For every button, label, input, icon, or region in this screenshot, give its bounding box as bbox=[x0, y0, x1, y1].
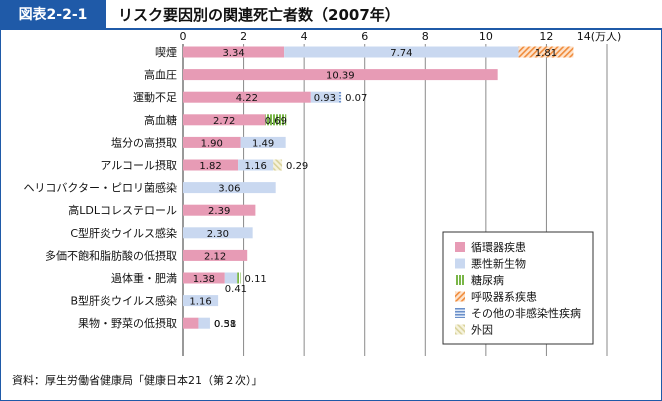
legend-swatch-diabetes bbox=[455, 275, 465, 285]
source-note: 資料：厚生労働省健康局「健康日本21（第２次）」 bbox=[12, 374, 263, 387]
legend-box bbox=[442, 231, 594, 345]
data-label: 0.11 bbox=[245, 274, 267, 285]
figure-label: 図表2-2-1 bbox=[0, 0, 106, 28]
data-label: 0.29 bbox=[286, 161, 308, 172]
data-label: 0.69 bbox=[265, 116, 287, 127]
bar-segment-malignant bbox=[240, 136, 286, 148]
data-label: 0.51 bbox=[214, 319, 236, 330]
x-tick-label: 2 bbox=[240, 32, 247, 43]
data-label: 0.93 bbox=[314, 93, 336, 104]
data-label: 1.16 bbox=[245, 161, 267, 172]
data-label: 1.38 bbox=[193, 274, 215, 285]
legend-label: 呼吸器系疾患 bbox=[471, 290, 537, 304]
bar-segment-circulatory bbox=[183, 159, 239, 171]
data-label: 4.22 bbox=[236, 93, 258, 104]
data-label: 0.41 bbox=[225, 284, 247, 295]
bar-segment-malignant bbox=[183, 227, 253, 239]
data-label: 3.06 bbox=[218, 184, 240, 195]
category-label: 塩分の高摂取 bbox=[111, 135, 177, 149]
bar-segment-malignant bbox=[183, 295, 219, 307]
bar-segment-diabetes bbox=[237, 272, 241, 284]
bar-segment-circulatory bbox=[183, 114, 266, 126]
bar-segment-malignant bbox=[310, 91, 339, 103]
chart: 0 2 4 6 8 10 12 14(万人) 喫煙高血圧運動不足高血糖塩分の高摂取アルコール摂… bbox=[23, 32, 622, 356]
category-label: ヘリコバクター・ピロリ菌感染 bbox=[23, 181, 177, 195]
data-labels: 3.34 7.74 1.81 10.39 4.22 0.93 0.07 2.72 0.69 1.9… bbox=[189, 48, 557, 330]
x-tick-label: 14(万人) bbox=[577, 32, 622, 43]
bar-segment-circulatory bbox=[183, 69, 498, 81]
data-label: 0.38 bbox=[214, 319, 236, 330]
category-label: 過体重・肥満 bbox=[111, 271, 177, 285]
x-tick-label: 6 bbox=[361, 32, 368, 43]
legend-label: 悪性新生物 bbox=[471, 257, 526, 271]
category-label: C型肝炎ウイルス感染 bbox=[70, 226, 177, 240]
category-label: 高血圧 bbox=[144, 68, 177, 82]
bar-segment-circulatory bbox=[183, 91, 311, 103]
bar-segment-circulatory bbox=[183, 317, 199, 329]
x-tick-label: 8 bbox=[422, 32, 429, 43]
category-label: 高血糖 bbox=[144, 113, 177, 127]
x-tick-label: 12 bbox=[539, 32, 553, 43]
bar-segment-malignant bbox=[284, 46, 519, 58]
category-label: 高LDLコレステロール bbox=[68, 203, 177, 217]
legend-swatch-respiratory bbox=[455, 291, 465, 302]
data-label: 1.82 bbox=[199, 161, 221, 172]
bar-segment-circulatory bbox=[183, 204, 256, 216]
figure-header: 図表2-2-1 リスク要因別の関連死亡者数（2007年） bbox=[0, 0, 662, 30]
data-label: 0.07 bbox=[345, 93, 367, 104]
bar-segment-circulatory bbox=[183, 249, 248, 261]
data-label: 2.30 bbox=[207, 229, 229, 240]
bar-segment-external bbox=[273, 159, 283, 171]
category-label: 喫煙 bbox=[155, 46, 177, 59]
category-label: 果物・野菜の低摂取 bbox=[78, 316, 177, 330]
category-labels: 喫煙高血圧運動不足高血糖塩分の高摂取アルコール摂取ヘリコバクター・ピロリ菌感染高… bbox=[23, 46, 177, 330]
data-label: 3.34 bbox=[222, 48, 244, 59]
data-label: 2.12 bbox=[204, 251, 226, 262]
bar-segment-malignant bbox=[183, 182, 276, 194]
bar-segment-circulatory bbox=[183, 272, 225, 284]
legend-swatch-noncommunicable_other bbox=[455, 308, 465, 318]
category-label: 多価不飽和脂肪酸の低摂取 bbox=[45, 248, 177, 262]
x-tick-label: 10 bbox=[479, 32, 493, 43]
x-axis-ticks: 0 2 4 6 8 10 12 14(万人) bbox=[180, 32, 622, 43]
legend-label: その他の非感染性疾病 bbox=[471, 306, 581, 320]
x-tick-label: 4 bbox=[301, 32, 308, 43]
bar-segment-noncommunicable_other bbox=[338, 91, 342, 103]
bar-segment-circulatory bbox=[183, 46, 285, 58]
category-label: アルコール摂取 bbox=[100, 158, 177, 172]
data-label: 10.39 bbox=[326, 71, 355, 82]
x-tick-label: 0 bbox=[180, 32, 187, 43]
data-label: 1.81 bbox=[535, 48, 557, 59]
bar-segment-diabetes bbox=[265, 114, 287, 126]
legend-swatch-external bbox=[455, 324, 465, 335]
data-label: 7.74 bbox=[390, 48, 412, 59]
category-label: 運動不足 bbox=[133, 90, 177, 104]
category-label: B型肝炎ウイルス感染 bbox=[70, 294, 177, 308]
data-label: 2.39 bbox=[208, 206, 230, 217]
legend-label: 外因 bbox=[471, 324, 493, 337]
legend-label: 糖尿病 bbox=[471, 273, 504, 287]
data-label: 2.72 bbox=[213, 116, 235, 127]
data-label: 1.49 bbox=[252, 138, 274, 149]
figure-title: リスク要因別の関連死亡者数（2007年） bbox=[118, 5, 400, 24]
bar-segment-malignant bbox=[224, 272, 238, 284]
data-label: 1.90 bbox=[201, 138, 223, 149]
legend-swatch-malignant bbox=[455, 258, 465, 269]
legend-swatch-circulatory bbox=[455, 242, 465, 252]
bar-segment-malignant bbox=[198, 317, 210, 329]
bar-segment-malignant bbox=[238, 159, 274, 171]
legend-label: 循環器疾患 bbox=[471, 240, 526, 254]
data-label: 1.16 bbox=[189, 297, 211, 308]
bar-segment-respiratory bbox=[518, 46, 574, 58]
bar-segment-circulatory bbox=[183, 136, 241, 148]
bars bbox=[183, 46, 574, 329]
